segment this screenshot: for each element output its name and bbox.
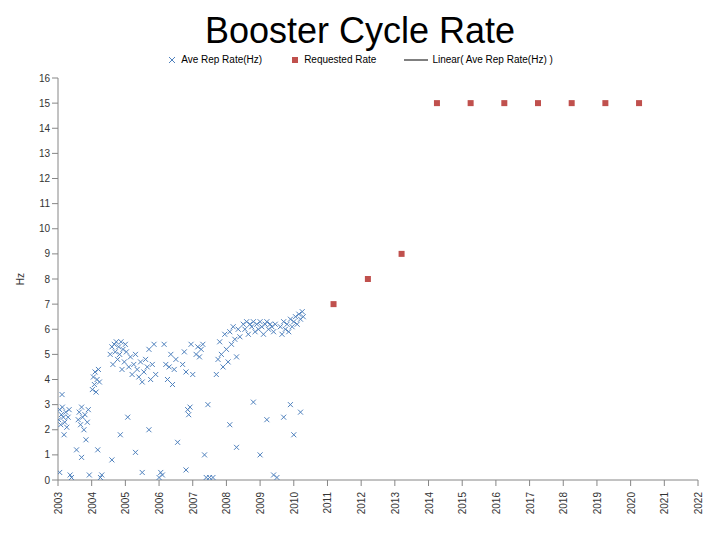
html-text:Booster Cycle Rate: Booster Cycle Rate <box>204 10 516 51</box>
svg-text:10: 10 <box>39 223 51 234</box>
svg-text:11: 11 <box>40 198 51 209</box>
svg-text:9: 9 <box>44 248 50 259</box>
svg-text:2021: 2021 <box>659 492 670 515</box>
svg-text:2012: 2012 <box>356 492 367 515</box>
svg-text:16: 16 <box>39 73 51 84</box>
svg-text:2007: 2007 <box>188 492 199 515</box>
svg-text:2017: 2017 <box>525 492 536 515</box>
svg-text:2004: 2004 <box>87 492 98 515</box>
svg-text:2005: 2005 <box>120 492 131 515</box>
svg-text:8: 8 <box>44 274 50 285</box>
svg-text:2010: 2010 <box>289 492 300 515</box>
svg-text:2008: 2008 <box>221 492 232 515</box>
html-text:Requested Rate: Requested Rate <box>304 54 377 65</box>
svg-text:12: 12 <box>39 173 51 184</box>
html-text:Ave Rep Rate(Hz): Ave Rep Rate(Hz) <box>181 54 263 65</box>
svg-text:6: 6 <box>44 324 50 335</box>
svg-text:13: 13 <box>39 148 51 159</box>
svg-text:7: 7 <box>44 299 50 310</box>
svg-text:2006: 2006 <box>154 492 165 515</box>
svg-text:2014: 2014 <box>424 492 435 515</box>
svg-text:2: 2 <box>44 424 50 435</box>
svg-text:2019: 2019 <box>592 492 603 515</box>
svg-text:2011: 2011 <box>322 492 333 514</box>
svg-text:15: 15 <box>39 98 51 109</box>
svg-text:2018: 2018 <box>558 492 569 515</box>
svg-text:3: 3 <box>44 399 50 410</box>
svg-text:2009: 2009 <box>255 492 266 515</box>
svg-text:0: 0 <box>44 475 50 486</box>
svg-text:14: 14 <box>39 123 51 134</box>
svg-text:2015: 2015 <box>457 492 468 515</box>
html-text:Linear( Ave Rep Rate(Hz) ): Linear( Ave Rep Rate(Hz) ) <box>432 54 553 65</box>
svg-text:1: 1 <box>44 449 50 460</box>
svg-text:5: 5 <box>44 349 50 360</box>
svg-text:2003: 2003 <box>53 492 64 515</box>
svg-text:4: 4 <box>44 374 50 385</box>
svg-text:2022: 2022 <box>693 492 704 515</box>
svg-text:2020: 2020 <box>626 492 637 515</box>
svg-text:2016: 2016 <box>491 492 502 515</box>
svg-text:Hz: Hz <box>15 273 26 285</box>
svg-text:2013: 2013 <box>390 492 401 515</box>
